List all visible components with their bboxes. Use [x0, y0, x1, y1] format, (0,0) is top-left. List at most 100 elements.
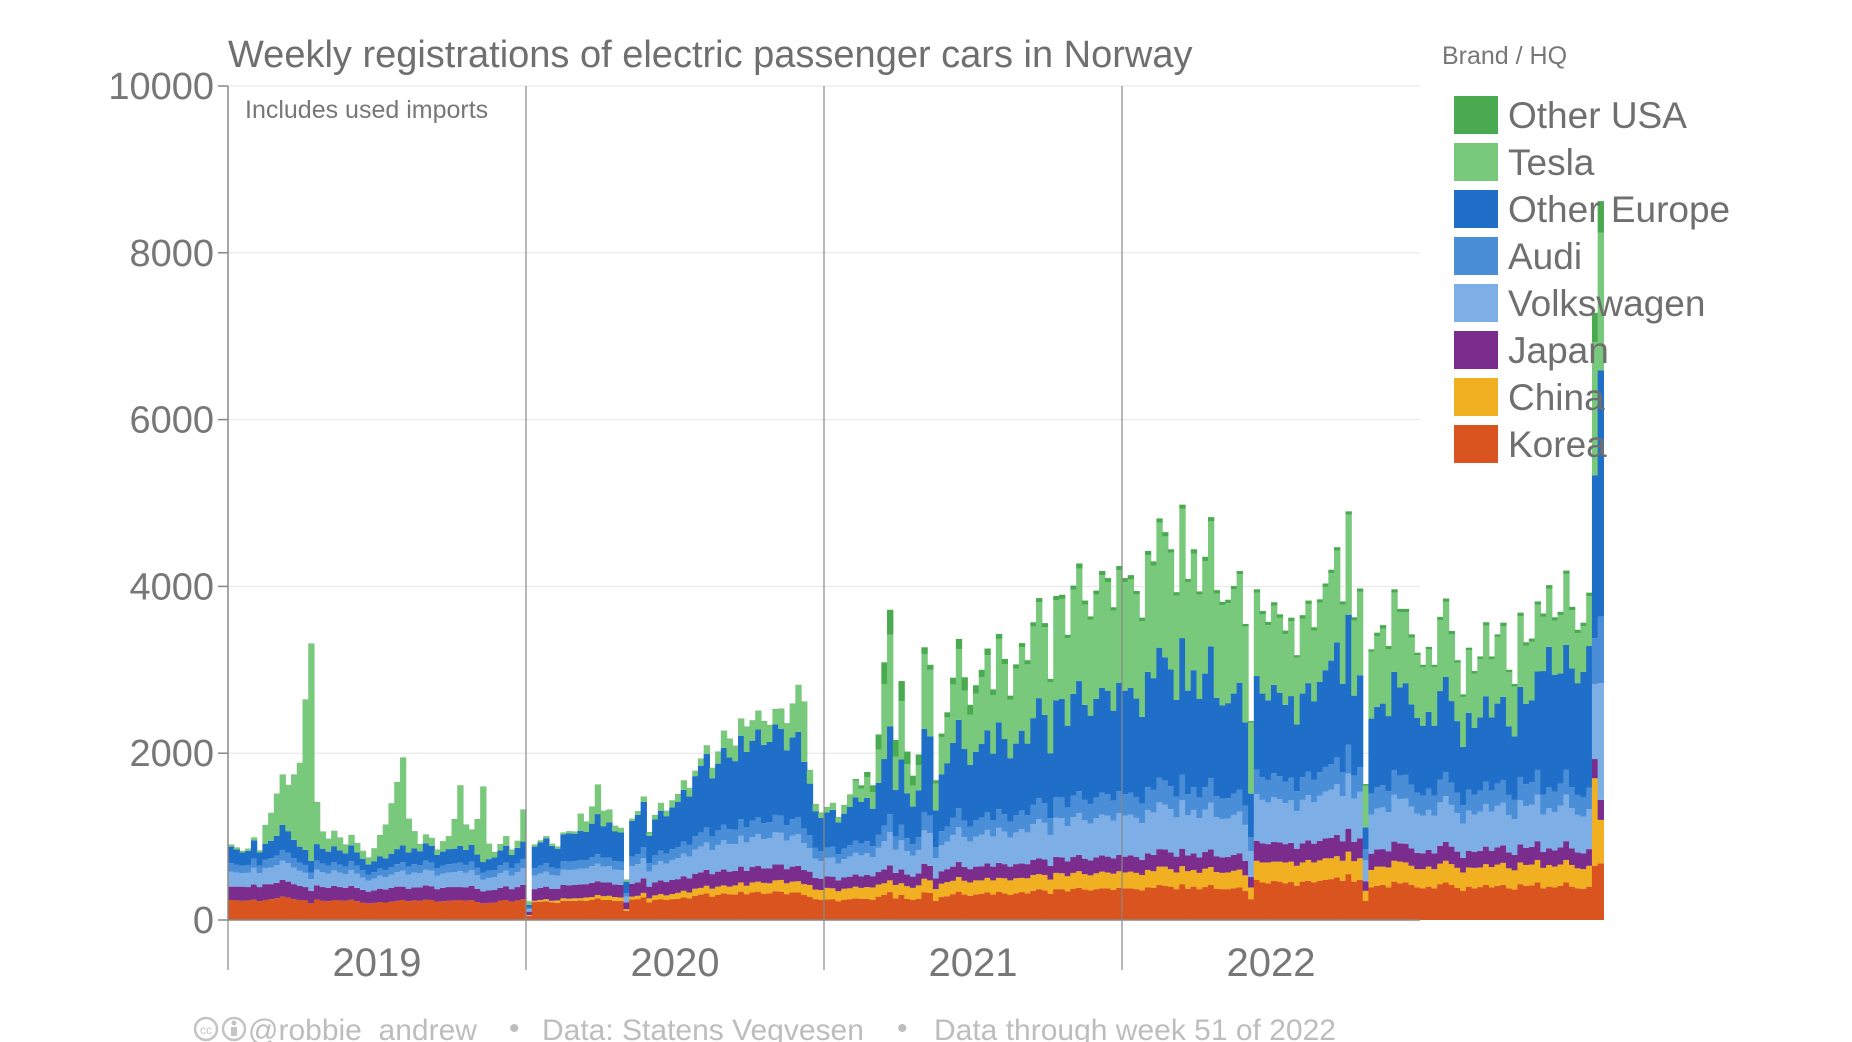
- bar-segment: [411, 872, 418, 888]
- bar-segment: [1374, 706, 1381, 787]
- bar-segment: [302, 900, 309, 920]
- bar-segment: [1385, 646, 1392, 650]
- bar-segment: [1351, 775, 1358, 799]
- bar-segment: [984, 892, 991, 920]
- bar-segment: [783, 825, 791, 841]
- bar-segment: [520, 884, 527, 900]
- bar-segment: [623, 893, 630, 897]
- bar-segment: [348, 845, 355, 862]
- bar-segment: [783, 883, 791, 895]
- bar-segment: [434, 875, 441, 890]
- bar-segment: [1534, 671, 1541, 770]
- bar-segment: [1047, 865, 1054, 880]
- bar-segment: [846, 806, 854, 846]
- bar-segment: [864, 797, 871, 842]
- bar-segment: [978, 817, 986, 835]
- bar-segment: [617, 900, 625, 920]
- bar-segment: [1271, 684, 1278, 774]
- bar-segment: [973, 685, 980, 694]
- bar-segment: [1093, 797, 1100, 819]
- bar-segment: [1328, 569, 1335, 574]
- bar-segment: [1207, 867, 1215, 885]
- bar-segment: [841, 877, 848, 889]
- bar-segment: [675, 879, 682, 893]
- bar-segment: [1185, 888, 1192, 920]
- bar-segment: [543, 863, 550, 872]
- bar-segment: [319, 863, 327, 873]
- bar-segment: [1156, 884, 1163, 920]
- bar-segment: [1122, 815, 1129, 857]
- bar-segment: [755, 891, 762, 920]
- bar-segment: [967, 895, 974, 920]
- bar-segment: [766, 725, 774, 742]
- bar-segment: [508, 868, 516, 876]
- bar-segment: [520, 859, 527, 869]
- bar-segment: [331, 899, 338, 920]
- bar-segment: [984, 829, 991, 864]
- bar-segment: [1271, 773, 1278, 797]
- bar-segment: [1271, 796, 1278, 843]
- bar-segment: [611, 826, 619, 832]
- bar-segment: [909, 855, 917, 877]
- bar-segment: [875, 749, 882, 783]
- bar-segment: [1408, 865, 1415, 885]
- bar-segment: [657, 899, 665, 920]
- bar-segment: [577, 900, 584, 920]
- bar-segment: [1437, 884, 1444, 920]
- bar-segment: [417, 887, 424, 901]
- bar-segment: [1505, 852, 1513, 869]
- bar-segment: [1425, 866, 1433, 887]
- bar-segment: [1557, 673, 1564, 784]
- bar-segment: [1058, 818, 1066, 858]
- bar-segment: [915, 898, 923, 920]
- bar-segment: [291, 899, 298, 920]
- bar-segment: [1402, 843, 1410, 863]
- bar-segment: [743, 827, 751, 843]
- bar-segment: [995, 827, 1003, 863]
- bar-segment: [526, 911, 533, 915]
- bar-segment: [1282, 633, 1289, 705]
- bar-segment: [1345, 773, 1352, 829]
- bar-segment: [1540, 616, 1547, 672]
- bar-segment: [520, 841, 527, 860]
- bar-segment: [829, 899, 837, 920]
- bar-segment: [1190, 670, 1198, 787]
- bar-segment: [405, 901, 412, 920]
- bar-segment: [835, 822, 842, 855]
- legend-label: Tesla: [1508, 142, 1595, 183]
- bar-segment: [1110, 800, 1117, 821]
- bar-segment: [984, 655, 991, 731]
- bar-segment: [1471, 867, 1478, 889]
- bar-segment: [1397, 799, 1404, 844]
- bar-segment: [1030, 626, 1037, 719]
- bar-segment: [824, 857, 831, 877]
- bar-segment: [1139, 890, 1146, 920]
- bar-segment: [915, 790, 923, 838]
- bar-segment: [1041, 890, 1049, 920]
- bar-segment: [548, 874, 556, 889]
- bar-segment: [669, 879, 676, 895]
- bar-segment: [1013, 878, 1020, 894]
- bar-segment: [571, 861, 579, 870]
- bar-segment: [1087, 616, 1094, 620]
- bar-segment: [652, 815, 659, 820]
- bar-segment: [812, 847, 819, 859]
- bar-segment: [365, 857, 372, 865]
- bar-segment: [898, 883, 905, 895]
- bar-segment: [726, 739, 733, 758]
- bar-segment: [348, 885, 355, 900]
- bar-segment: [1219, 872, 1226, 890]
- bar-segment: [841, 899, 848, 920]
- bar-segment: [1420, 815, 1427, 854]
- bar-segment: [388, 874, 395, 888]
- bar-segment: [995, 809, 1003, 828]
- bar-segment: [526, 909, 533, 912]
- bar-segment: [1259, 799, 1266, 844]
- bar-segment: [1127, 855, 1135, 872]
- bar-segment: [749, 837, 756, 868]
- bar-segment: [1248, 721, 1255, 723]
- bar-segment: [1271, 880, 1278, 920]
- bar-segment: [491, 857, 498, 870]
- bar-segment: [497, 865, 504, 874]
